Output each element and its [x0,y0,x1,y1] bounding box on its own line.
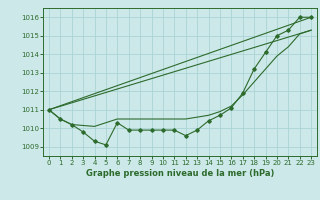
X-axis label: Graphe pression niveau de la mer (hPa): Graphe pression niveau de la mer (hPa) [86,169,274,178]
